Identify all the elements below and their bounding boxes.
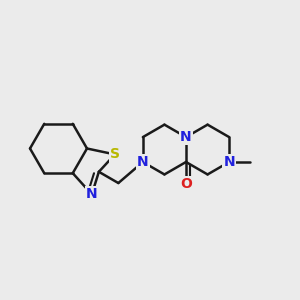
Text: N: N (223, 155, 235, 169)
Text: N: N (86, 188, 98, 201)
Text: N: N (137, 155, 149, 169)
Text: O: O (180, 177, 192, 191)
Text: S: S (110, 147, 120, 161)
Text: N: N (180, 130, 192, 144)
